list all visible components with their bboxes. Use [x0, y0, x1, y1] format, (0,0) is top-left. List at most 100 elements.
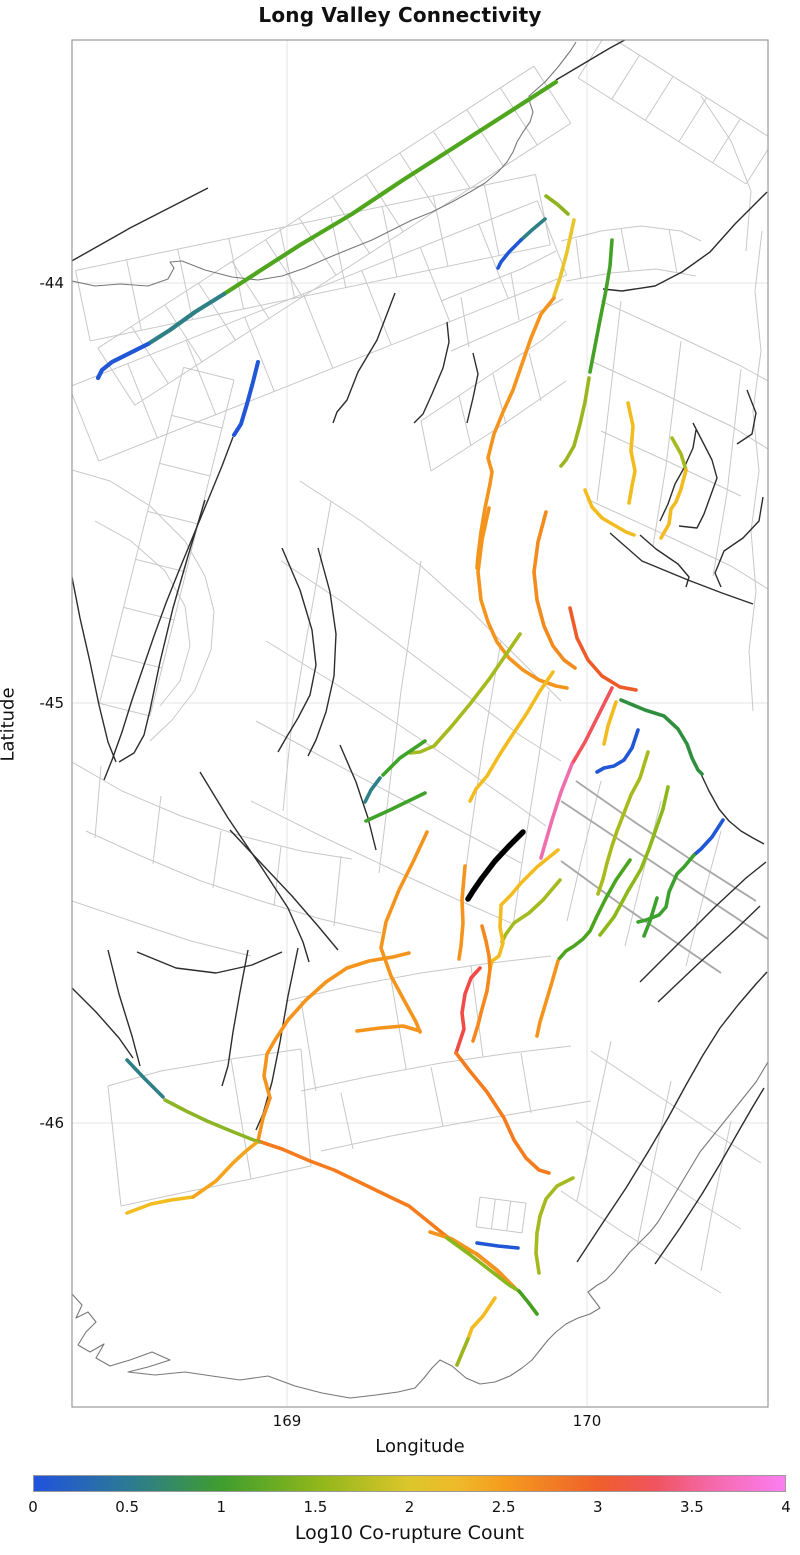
ladder-rung	[183, 366, 235, 381]
x-axis-label: Longitude	[375, 1436, 465, 1457]
fault-trace	[654, 1087, 765, 1265]
ladder-rail	[577, 77, 747, 185]
fault-section-line-bold	[560, 860, 722, 974]
ladder-rung	[678, 97, 708, 142]
corupture-trace-6	[519, 217, 547, 242]
fault-section-line	[566, 780, 602, 922]
fault-section-line	[560, 1190, 722, 1294]
ladder-rail	[479, 1196, 527, 1204]
fault-section-line	[94, 520, 191, 707]
corupture-trace-42	[355, 1024, 422, 1033]
fault-section-line	[575, 238, 582, 280]
ladder-rung	[99, 702, 151, 717]
fault-section-line	[250, 800, 512, 924]
fault-section-line	[152, 795, 162, 865]
ladder-rung	[164, 304, 203, 363]
fault-trace	[678, 422, 718, 529]
fault-section-line	[430, 1066, 444, 1127]
ladder-rail	[97, 65, 535, 349]
fault-section-line	[107, 1085, 122, 1207]
corupture-trace-5	[544, 194, 570, 216]
fault-section-line	[378, 560, 422, 874]
fault-trace	[714, 496, 764, 588]
corupture-trace-7	[496, 238, 523, 270]
corupture-trace-14	[532, 510, 577, 670]
ladder-rung	[265, 239, 303, 298]
ladder-rung	[123, 606, 175, 621]
corupture-trace-4	[232, 360, 260, 437]
corupture-trace-25	[619, 698, 704, 776]
ladder-rung	[330, 217, 347, 288]
fault-section-line	[748, 230, 763, 712]
fault-trace	[466, 352, 479, 424]
colorbar-tick-4: 4	[781, 1498, 791, 1516]
ladder-rail	[475, 1226, 523, 1234]
fault-trace	[576, 971, 768, 1263]
fault-trace	[555, 40, 627, 81]
fault-trace	[199, 771, 310, 963]
fault-section-line	[120, 1165, 312, 1207]
colorbar-tick-1.5: 1.5	[303, 1498, 328, 1516]
ladder-rung	[533, 65, 572, 124]
ladder-rung	[381, 206, 398, 278]
fault-section-line	[528, 352, 542, 402]
fault-section-line	[285, 955, 552, 1002]
corupture-trace-39	[454, 966, 482, 1055]
y-axis-label: Latitude	[0, 687, 19, 762]
fault-section-line	[700, 95, 752, 252]
fault-trace	[736, 389, 757, 445]
fault-section-line	[300, 1048, 312, 1167]
fault-section-line	[430, 380, 567, 472]
ladder-rung	[478, 223, 509, 299]
fault-section-line	[420, 320, 567, 422]
ladder-rung	[228, 238, 245, 310]
ladder-rail	[614, 40, 768, 137]
corupture-trace-2	[145, 291, 227, 347]
corupture-trace-29	[636, 853, 696, 924]
ladder-rung	[521, 1203, 527, 1233]
fault-section-line	[440, 250, 557, 302]
colorbar-tick-1: 1	[216, 1498, 227, 1516]
ladder-rung	[147, 510, 199, 525]
fault-trace	[639, 861, 767, 983]
corupture-trace-58	[583, 488, 636, 537]
fault-trace	[700, 773, 765, 845]
fault-section-line	[700, 1120, 732, 1272]
corupture-trace-24	[595, 728, 640, 774]
corupture-trace-26	[596, 750, 650, 896]
fault-section-line	[560, 225, 702, 242]
corupture-trace-38	[471, 924, 492, 1043]
fault-section-line	[590, 500, 768, 590]
fault-trace	[307, 547, 337, 757]
fault-trace	[332, 292, 396, 424]
fault-section-line	[470, 965, 484, 1058]
map-layers	[72, 40, 768, 1407]
fault-section-line	[300, 1000, 317, 1092]
fault-section-line	[620, 227, 630, 272]
y-tick--44: -44	[39, 274, 65, 292]
corupture-trace-43	[256, 1139, 517, 1290]
ladder-rung	[75, 270, 91, 342]
fault-section-line	[280, 560, 562, 762]
corupture-trace-20	[379, 830, 429, 1034]
fault-trace	[72, 187, 209, 262]
fault-section-line	[265, 640, 547, 827]
fault-trace	[221, 949, 249, 1087]
ladder-rung	[231, 261, 270, 319]
ladder-rung	[185, 340, 217, 415]
corupture-trace-layer	[95, 79, 725, 1367]
fault-section-line	[255, 720, 522, 864]
ladder-rail	[75, 173, 536, 271]
ladder-rail	[134, 122, 572, 406]
fault-section-line-bold	[560, 800, 768, 940]
corupture-trace-45	[163, 1098, 261, 1144]
fault-section-line	[282, 500, 332, 812]
ladder-rung	[298, 217, 337, 276]
corupture-trace-19	[364, 791, 427, 823]
ladder-rung	[712, 118, 741, 164]
corupture-trace-51	[445, 1236, 521, 1293]
ladder-rail	[90, 244, 551, 342]
corupture-trace-40	[454, 1051, 551, 1175]
colorbar-tick-0: 0	[28, 1498, 38, 1516]
